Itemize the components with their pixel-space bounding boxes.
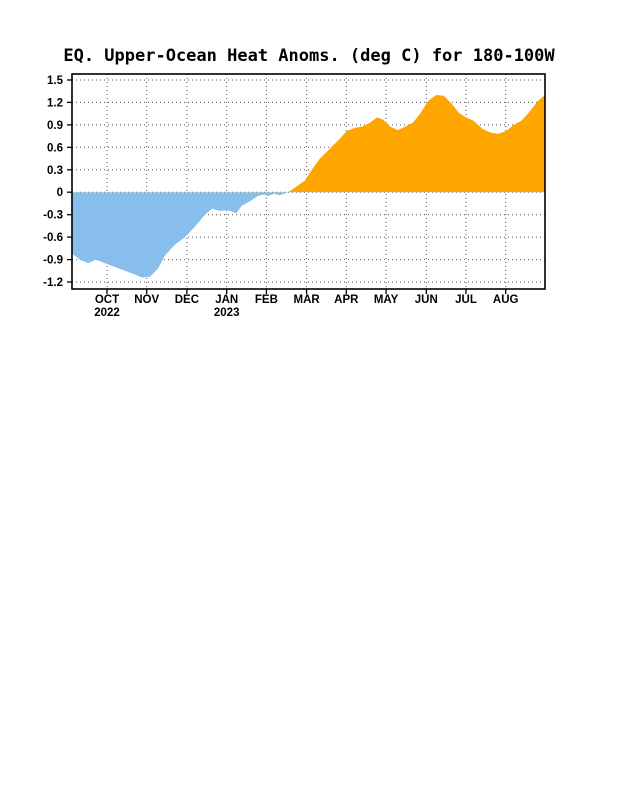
y-axis-labels: 1.5 1.2 0.9 0.6 0.3 0 -0.3 -0.6 -0.9 -1.2 <box>43 75 63 289</box>
axis-box <box>71 73 546 290</box>
negative-anomaly-area <box>72 192 289 278</box>
x-tick-year-label: 2022 <box>94 307 120 319</box>
x-tick-label: OCT <box>95 294 119 306</box>
y-tick-label: -0.9 <box>43 255 63 267</box>
x-tick-label: MAR <box>293 294 320 306</box>
x-tick-label: APR <box>334 294 359 306</box>
x-tick-label: MAY <box>374 294 399 306</box>
x-tick-label: FEB <box>255 294 278 306</box>
y-tick-label: -1.2 <box>43 277 63 289</box>
x-tick-label: JUL <box>455 294 477 306</box>
x-tick-label: DEC <box>175 294 199 306</box>
positive-anomaly-area <box>72 95 545 193</box>
y-tick-label: 1.5 <box>47 75 64 87</box>
x-tick-label: JUN <box>415 294 438 306</box>
y-tick-label: -0.6 <box>43 232 63 244</box>
y-tick-label: 0 <box>57 187 63 199</box>
x-tick-label: NOV <box>134 294 159 306</box>
y-tick-label: 1.2 <box>47 97 63 109</box>
y-tick-label: -0.3 <box>43 210 63 222</box>
x-tick-label: AUG <box>493 294 519 306</box>
axis-ticks <box>67 79 507 294</box>
y-tick-label: 0.9 <box>47 120 63 132</box>
y-tick-label: 0.3 <box>47 165 63 177</box>
x-tick-label: JAN <box>215 294 238 306</box>
y-tick-label: 0.6 <box>47 142 63 154</box>
x-tick-year-label: 2023 <box>214 307 240 319</box>
chart-title: EQ. Upper-Ocean Heat Anoms. (deg C) for … <box>63 46 555 66</box>
